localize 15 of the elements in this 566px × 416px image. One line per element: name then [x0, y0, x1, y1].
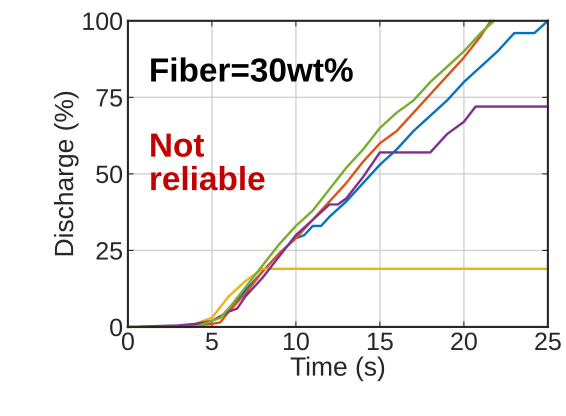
x-tick-label: 20: [451, 332, 477, 350]
y-tick-label: 50: [96, 165, 122, 184]
x-tick-label: 5: [206, 332, 218, 350]
y-tick-label: 75: [96, 89, 122, 107]
y-tick-label: 25: [96, 242, 122, 260]
x-axis-title: Time (s): [290, 356, 384, 382]
x-tick-label: 25: [535, 332, 561, 350]
y-axis-title: Discharge (%): [54, 92, 79, 256]
y-tick-label: 0: [110, 318, 122, 336]
x-tick-label: 15: [368, 332, 393, 350]
x-tick-label: 10: [284, 332, 309, 350]
annotation: Not reliable: [151, 134, 265, 190]
y-tick-label: 100: [83, 12, 122, 30]
x-tick-label: 0: [122, 332, 134, 350]
annotation: Fiber=30wt%: [151, 57, 353, 82]
